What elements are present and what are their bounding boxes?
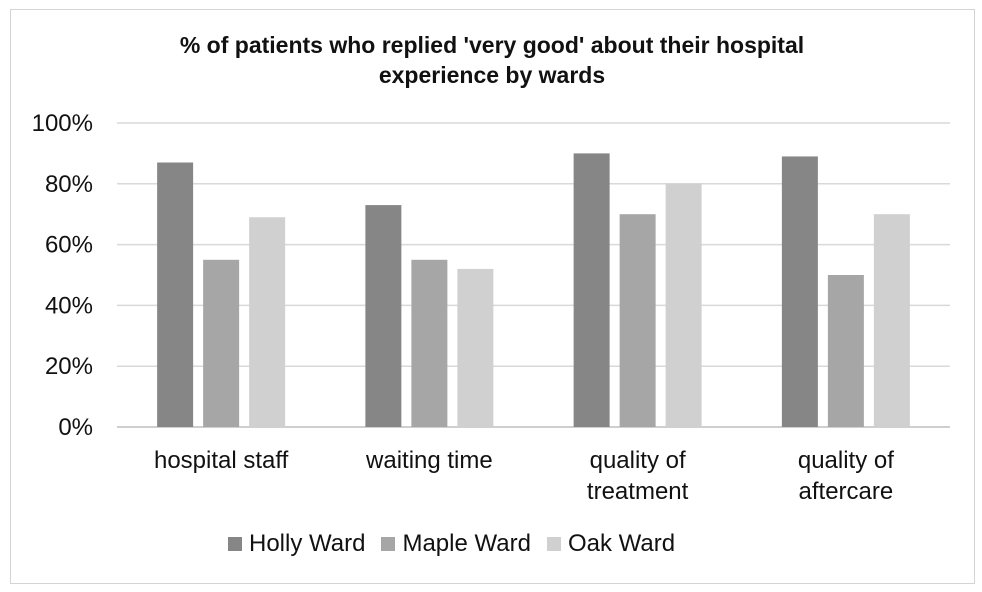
chart-frame bbox=[10, 9, 975, 584]
bar-holly-ward bbox=[365, 205, 402, 427]
legend-swatch-oak bbox=[546, 537, 561, 551]
y-tick-label: 60% bbox=[45, 232, 93, 259]
y-tick-label: 20% bbox=[45, 353, 93, 380]
bar-holly-ward bbox=[157, 162, 194, 427]
legend-item-oak: Oak Ward bbox=[546, 530, 676, 558]
legend-label-maple: Maple Ward bbox=[402, 530, 531, 557]
bar-maple-ward bbox=[619, 214, 656, 427]
legend-label-holly: Holly Ward bbox=[249, 530, 366, 557]
bar-maple-ward bbox=[411, 259, 448, 427]
x-tick-label: waiting time bbox=[365, 447, 493, 474]
y-tick-label: 0% bbox=[58, 414, 93, 441]
bar-oak-ward bbox=[249, 217, 286, 427]
x-tick-label: aftercare bbox=[799, 478, 894, 505]
bar-oak-ward bbox=[665, 183, 702, 427]
x-tick-label: quality of bbox=[590, 447, 686, 474]
x-tick-label: hospital staff bbox=[154, 447, 289, 474]
legend-item-maple: Maple Ward bbox=[381, 530, 531, 558]
y-tick-label: 40% bbox=[45, 292, 93, 319]
y-tick-label: 80% bbox=[45, 171, 93, 198]
x-tick-label: quality of bbox=[798, 447, 894, 474]
legend-swatch-maple bbox=[381, 537, 396, 551]
legend-item-holly: Holly Ward bbox=[228, 530, 365, 558]
bar-holly-ward bbox=[781, 156, 818, 427]
x-tick-label: treatment bbox=[587, 478, 689, 505]
legend-label-oak: Oak Ward bbox=[567, 530, 676, 557]
bar-maple-ward bbox=[203, 259, 240, 427]
bar-holly-ward bbox=[573, 153, 610, 427]
chart-title-line-1: % of patients who replied 'very good' ab… bbox=[179, 32, 805, 58]
chart-title: % of patients who replied 'very good' ab… bbox=[92, 30, 892, 90]
legend: Holly Ward Maple Ward Oak Ward bbox=[228, 530, 691, 558]
y-tick-label: 100% bbox=[32, 110, 93, 137]
chart-title-line-2: experience by wards bbox=[378, 62, 606, 88]
legend-swatch-holly bbox=[228, 537, 242, 551]
bar-oak-ward bbox=[457, 268, 494, 427]
bar-oak-ward bbox=[873, 214, 910, 427]
bar-maple-ward bbox=[827, 275, 864, 427]
